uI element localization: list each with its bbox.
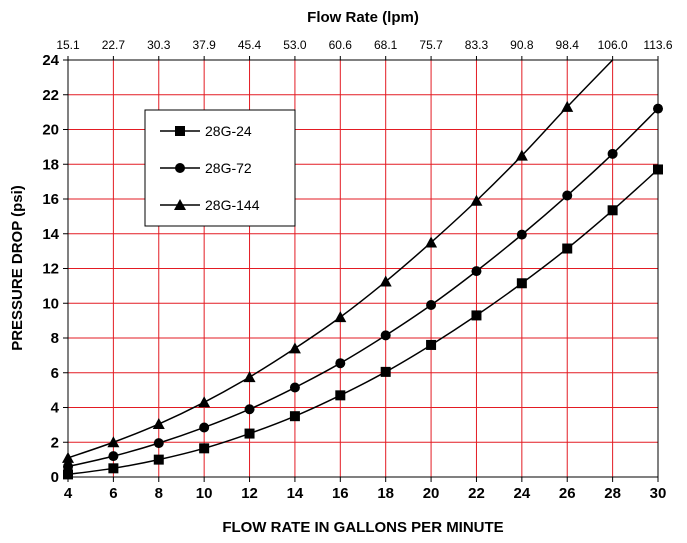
- x-tick-label: 20: [423, 485, 440, 502]
- circle-marker: [289, 382, 300, 393]
- top-tick-label: 37.9: [192, 38, 216, 52]
- circle-marker: [153, 438, 164, 449]
- y-tick-label: 22: [42, 87, 59, 104]
- square-marker: [108, 463, 119, 474]
- triangle-marker: [379, 275, 392, 287]
- x-tick-label: 12: [241, 485, 258, 502]
- top-tick-label: 98.4: [556, 38, 580, 52]
- legend-label: 28G-72: [205, 160, 252, 176]
- x-tick-label: 24: [514, 485, 531, 502]
- x-tick-label: 14: [287, 485, 304, 502]
- legend: 28G-24 28G-72 28G-144: [144, 109, 296, 227]
- triangle-marker: [198, 396, 211, 408]
- y-axis-title: PRESSURE DROP (psi): [9, 185, 26, 351]
- triangle-marker: [107, 436, 120, 448]
- top-tick-label: 83.3: [465, 38, 489, 52]
- top-axis-title: Flow Rate (lpm): [307, 9, 419, 26]
- x-axis-ticks: 4 6 8 10 12 14 16 18 20 22 24 26 28 30: [64, 477, 667, 502]
- square-marker: [335, 390, 346, 401]
- y-tick-label: 20: [42, 122, 59, 139]
- triangle-marker: [174, 199, 186, 210]
- top-tick-label: 15.1: [56, 38, 80, 52]
- legend-label: 28G-24: [205, 123, 252, 139]
- square-marker: [607, 205, 618, 216]
- y-tick-label: 16: [42, 191, 59, 208]
- triangle-marker: [425, 236, 438, 248]
- series-circle: [63, 103, 663, 472]
- circle-marker: [380, 330, 391, 341]
- series-triangle: [62, 59, 614, 463]
- triangle-marker: [470, 194, 483, 206]
- circle-marker: [426, 299, 437, 310]
- triangle-marker: [515, 149, 528, 161]
- top-axis-ticks: 15.1 22.7 30.3 37.9 45.4 53.0 60.6 68.1 75.7 83.3…: [56, 38, 673, 60]
- triangle-marker: [243, 371, 256, 383]
- y-tick-label: 2: [51, 434, 59, 451]
- series: [62, 59, 663, 480]
- circle-marker: [244, 404, 255, 415]
- circle-marker: [335, 358, 346, 369]
- top-tick-label: 68.1: [374, 38, 398, 52]
- top-tick-label: 22.7: [102, 38, 126, 52]
- y-tick-label: 10: [42, 295, 59, 312]
- x-axis-title: FLOW RATE IN GALLONS PER MINUTE: [222, 519, 503, 536]
- circle-marker: [199, 422, 210, 433]
- square-marker: [516, 278, 527, 289]
- circle-marker: [516, 229, 527, 240]
- top-tick-label: 113.6: [643, 38, 672, 52]
- x-tick-label: 26: [559, 485, 576, 502]
- x-tick-label: 28: [604, 485, 621, 502]
- square-marker: [244, 428, 255, 439]
- square-marker: [175, 126, 185, 136]
- triangle-marker: [288, 342, 301, 354]
- triangle-marker: [561, 100, 574, 112]
- triangle-marker: [334, 311, 347, 323]
- top-tick-label: 30.3: [147, 38, 171, 52]
- square-marker: [562, 243, 573, 254]
- top-tick-label: 75.7: [419, 38, 443, 52]
- y-tick-label: 8: [51, 330, 59, 347]
- top-tick-label: 106.0: [598, 38, 628, 52]
- x-tick-label: 8: [155, 485, 163, 502]
- y-tick-label: 6: [51, 365, 59, 382]
- y-tick-label: 12: [42, 261, 59, 278]
- circle-marker: [471, 266, 482, 277]
- top-tick-label: 45.4: [238, 38, 262, 52]
- x-tick-label: 4: [64, 485, 73, 502]
- circle-marker: [175, 163, 185, 173]
- x-tick-label: 18: [377, 485, 394, 502]
- square-marker: [380, 366, 391, 377]
- square-marker: [471, 310, 482, 321]
- y-tick-label: 4: [51, 400, 60, 417]
- circle-marker: [607, 148, 618, 159]
- triangle-marker: [152, 418, 165, 430]
- legend-label: 28G-144: [205, 197, 260, 213]
- circle-marker: [108, 451, 119, 462]
- y-tick-label: 0: [51, 469, 59, 486]
- y-tick-label: 14: [42, 226, 59, 243]
- top-tick-label: 90.8: [510, 38, 534, 52]
- y-tick-label: 18: [42, 156, 59, 173]
- x-tick-label: 6: [109, 485, 117, 502]
- square-marker: [153, 454, 164, 465]
- y-tick-label: 24: [42, 52, 59, 69]
- circle-marker: [562, 190, 573, 201]
- plot-area-border: [67, 59, 659, 478]
- square-marker: [199, 443, 210, 454]
- top-tick-label: 53.0: [283, 38, 307, 52]
- square-marker: [426, 339, 437, 350]
- top-tick-label: 60.6: [329, 38, 353, 52]
- x-tick-label: 10: [196, 485, 213, 502]
- x-tick-label: 22: [468, 485, 485, 502]
- square-marker: [289, 411, 300, 422]
- x-tick-label: 16: [332, 485, 349, 502]
- x-tick-label: 30: [650, 485, 667, 502]
